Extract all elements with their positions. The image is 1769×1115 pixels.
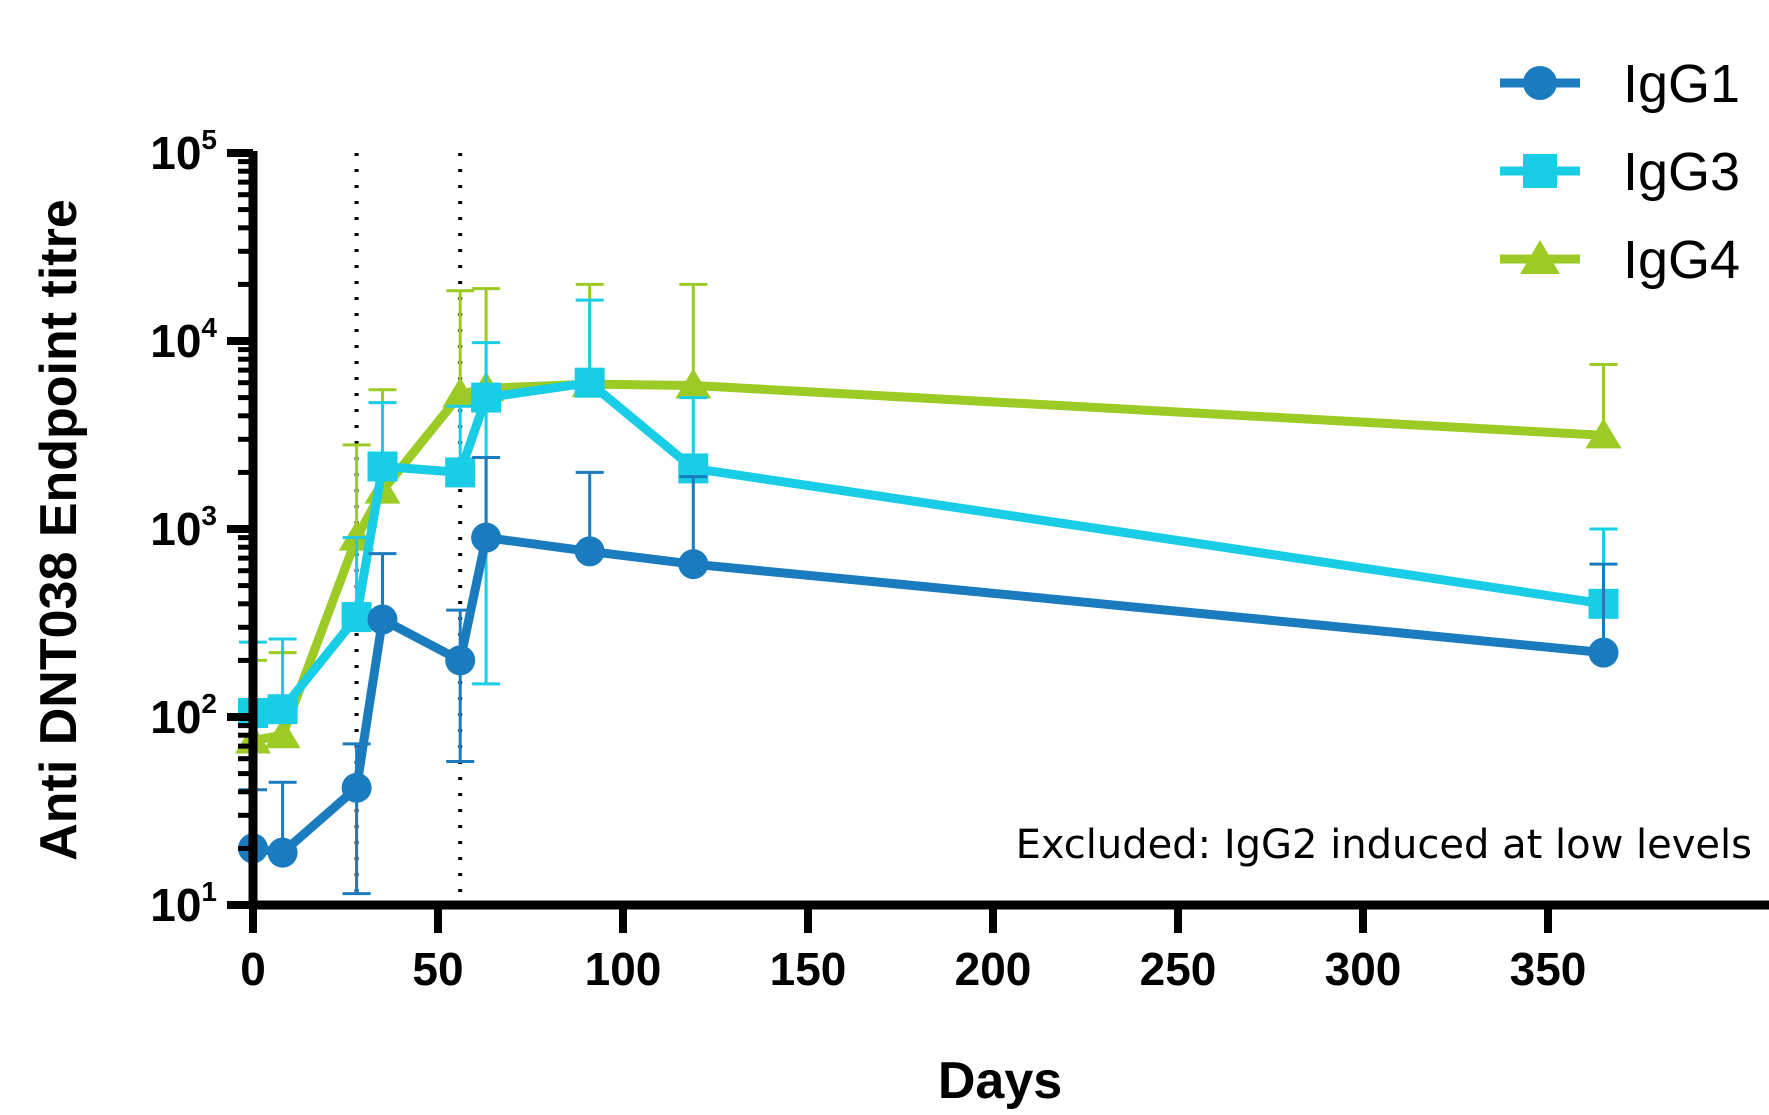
data-point xyxy=(367,451,398,482)
y-tick-label: 105 xyxy=(150,124,217,179)
data-point xyxy=(445,457,476,488)
data-point xyxy=(341,602,372,633)
series-line xyxy=(252,533,1604,858)
x-tick-label: 100 xyxy=(585,943,662,995)
y-tick-label: 102 xyxy=(150,688,217,743)
x-axis-title: Days xyxy=(938,1052,1062,1110)
axes: 101 102 103 104 105 0 50 100 150 200 250 300 350 xyxy=(150,124,1769,995)
data-point xyxy=(267,694,298,725)
y-tick-label: 103 xyxy=(150,500,217,555)
x-tick-label: 250 xyxy=(1140,943,1217,995)
x-tick-label: 50 xyxy=(412,943,463,995)
legend-item-igg3: IgG3 xyxy=(1500,142,1740,202)
x-tick-label: 0 xyxy=(240,943,266,995)
data-point xyxy=(1585,418,1622,449)
series-igg4 xyxy=(235,282,1622,754)
legend-label: IgG1 xyxy=(1623,54,1740,114)
legend-item-igg1: IgG1 xyxy=(1500,54,1740,114)
series-igg3 xyxy=(238,298,1619,729)
data-point xyxy=(675,368,712,399)
data-point xyxy=(367,604,398,635)
series-line xyxy=(252,379,1604,745)
x-tick-label: 150 xyxy=(770,943,847,995)
data-point xyxy=(678,549,709,580)
y-tick-label: 101 xyxy=(150,876,217,931)
data-point xyxy=(445,645,476,676)
data-point xyxy=(471,382,502,413)
data-point xyxy=(1523,66,1557,100)
annotation-text: Excluded: IgG2 induced at low levels xyxy=(1016,822,1752,868)
legend-label: IgG3 xyxy=(1623,142,1740,202)
data-point xyxy=(471,522,502,553)
y-tick-label: 104 xyxy=(150,312,217,367)
data-point xyxy=(1523,154,1557,188)
data-point xyxy=(574,367,605,398)
data-point xyxy=(264,718,301,749)
x-tick-label: 200 xyxy=(955,943,1032,995)
data-point xyxy=(341,772,372,803)
x-tick-label: 350 xyxy=(1510,943,1587,995)
y-axis-title: Anti DNT038 Endpoint titre xyxy=(30,199,88,861)
data-point xyxy=(1520,240,1560,274)
series-layer xyxy=(235,282,1622,896)
data-point xyxy=(574,536,605,567)
data-point xyxy=(1588,637,1619,668)
series-igg1 xyxy=(238,456,1619,896)
legend: IgG1 IgG3 IgG4 xyxy=(1500,54,1740,290)
legend-item-igg4: IgG4 xyxy=(1500,230,1740,290)
x-tick-label: 300 xyxy=(1325,943,1402,995)
data-point xyxy=(267,837,298,868)
legend-label: IgG4 xyxy=(1623,230,1740,290)
